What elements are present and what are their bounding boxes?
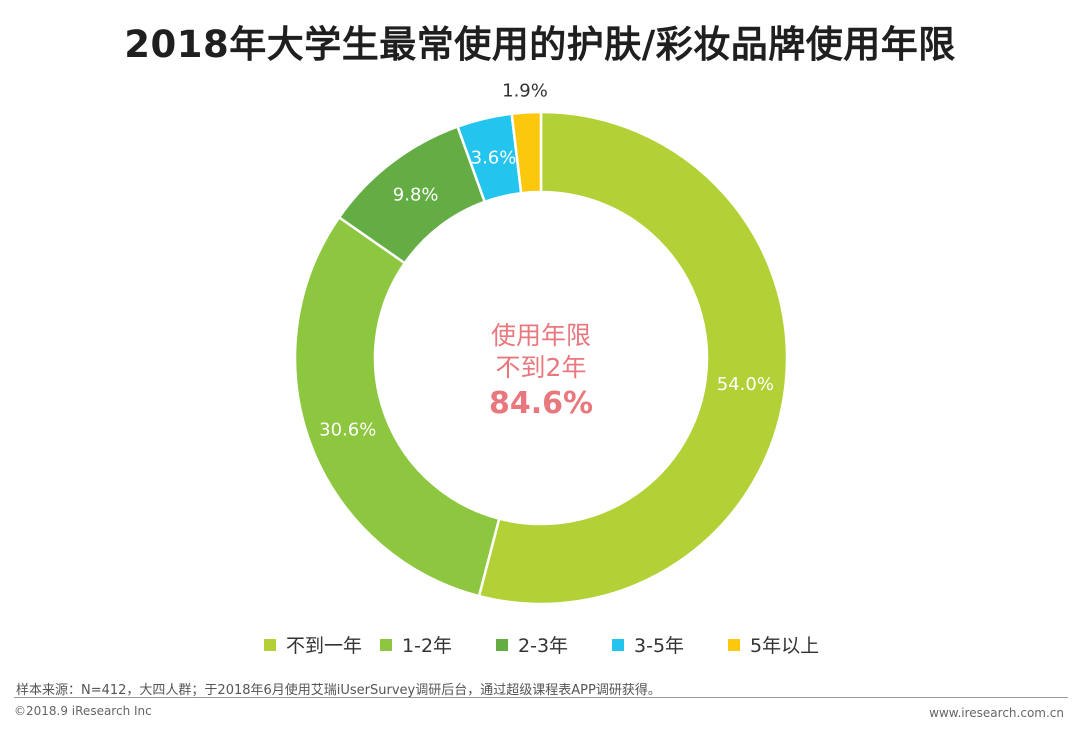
slice-value-label: 54.0% <box>717 374 774 395</box>
slice-value-label: 3.6% <box>471 148 517 169</box>
legend-label: 1-2年 <box>402 635 452 657</box>
donut-slice <box>510 110 543 195</box>
website-link[interactable]: www.iresearch.com.cn <box>929 706 1064 720</box>
legend-swatch <box>612 639 624 651</box>
legend-item: 2-3年 <box>496 635 568 657</box>
legend-item: 5年以上 <box>728 635 819 657</box>
legend-swatch <box>264 639 276 651</box>
legend-label: 3-5年 <box>634 635 684 657</box>
center-value: 84.6% <box>489 386 593 421</box>
donut-slice <box>477 110 789 606</box>
legend-swatch <box>380 639 392 651</box>
legend-label: 不到一年 <box>286 635 362 657</box>
legend-item: 1-2年 <box>380 635 452 657</box>
center-annotation: 使用年限 不到2年 84.6% <box>489 321 593 421</box>
slice-value-label: 9.8% <box>393 185 439 206</box>
center-label-line2: 不到2年 <box>496 353 587 382</box>
legend-swatch <box>496 639 508 651</box>
donut-slices <box>293 110 789 606</box>
legend-label: 2-3年 <box>518 635 568 657</box>
slice-labels: 54.0% 30.6% 9.8% 3.6% 1.9% <box>319 80 774 440</box>
slice-value-label: 30.6% <box>319 419 376 440</box>
legend-label: 5年以上 <box>750 635 819 657</box>
legend-swatch <box>728 639 740 651</box>
source-note: 样本来源：N=412，大四人群；于2018年6月使用艾瑞iUserSurvey调… <box>16 683 661 698</box>
slice-value-label: 1.9% <box>502 80 548 101</box>
legend-item: 3-5年 <box>612 635 684 657</box>
donut-slice <box>293 215 501 598</box>
footer-divider <box>14 697 1068 698</box>
chart-legend: 不到一年 1-2年 2-3年 3-5年 5年以上 <box>264 635 819 657</box>
chart-title: 2018年大学生最常使用的护肤/彩妆品牌使用年限 <box>124 23 956 66</box>
center-label-line1: 使用年限 <box>491 321 591 350</box>
copyright-text: ©2018.9 iResearch Inc <box>14 704 152 718</box>
legend-item: 不到一年 <box>264 635 362 657</box>
